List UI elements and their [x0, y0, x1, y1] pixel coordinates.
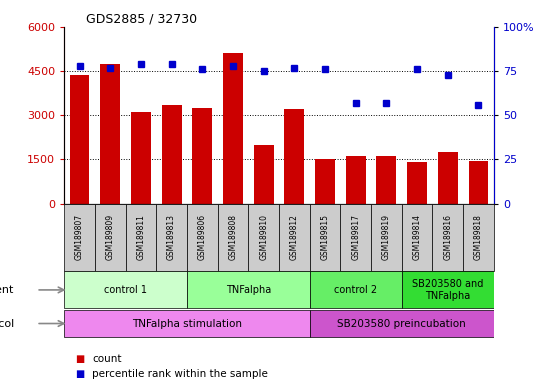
Text: count: count: [92, 354, 122, 364]
Text: ■: ■: [75, 354, 85, 364]
Bar: [64, 204, 95, 271]
Bar: [315, 159, 335, 204]
Text: GSM189816: GSM189816: [443, 214, 453, 260]
Text: GDS2885 / 32730: GDS2885 / 32730: [86, 13, 197, 26]
Bar: [463, 204, 494, 271]
Bar: [193, 108, 212, 204]
Text: protocol: protocol: [0, 318, 14, 329]
Text: GSM189812: GSM189812: [290, 214, 299, 260]
Text: TNFalpha stimulation: TNFalpha stimulation: [132, 318, 242, 329]
Text: GSM189811: GSM189811: [136, 214, 146, 260]
Bar: [377, 156, 396, 204]
Text: GSM189808: GSM189808: [228, 214, 238, 260]
Text: TNFalpha: TNFalpha: [225, 285, 271, 295]
Bar: [223, 53, 243, 204]
Text: GSM189809: GSM189809: [105, 214, 115, 260]
Text: GSM189810: GSM189810: [259, 214, 268, 260]
Bar: [279, 204, 310, 271]
Bar: [187, 204, 218, 271]
Text: GSM189814: GSM189814: [412, 214, 422, 260]
Bar: [254, 145, 273, 204]
Bar: [285, 109, 304, 204]
Bar: [131, 112, 151, 204]
Bar: [218, 204, 248, 271]
Bar: [310, 204, 340, 271]
Bar: [70, 76, 89, 204]
Bar: [438, 152, 458, 204]
Bar: [248, 204, 279, 271]
Bar: [156, 204, 187, 271]
Text: GSM189819: GSM189819: [382, 214, 391, 260]
Text: GSM189813: GSM189813: [167, 214, 176, 260]
Bar: [126, 204, 156, 271]
Text: GSM189815: GSM189815: [320, 214, 330, 260]
Text: percentile rank within the sample: percentile rank within the sample: [92, 369, 268, 379]
Text: control 1: control 1: [104, 285, 147, 295]
Bar: [64, 310, 310, 338]
Bar: [402, 204, 432, 271]
Bar: [310, 310, 494, 338]
Bar: [371, 204, 402, 271]
Text: GSM189807: GSM189807: [75, 214, 84, 260]
Bar: [64, 271, 187, 308]
Bar: [432, 204, 463, 271]
Bar: [469, 161, 488, 204]
Bar: [100, 64, 120, 204]
Text: GSM189817: GSM189817: [351, 214, 360, 260]
Bar: [340, 204, 371, 271]
Text: SB203580 and
TNFalpha: SB203580 and TNFalpha: [412, 279, 483, 301]
Text: agent: agent: [0, 285, 14, 295]
Text: GSM189818: GSM189818: [474, 214, 483, 260]
Text: control 2: control 2: [334, 285, 377, 295]
Text: ■: ■: [75, 369, 85, 379]
Bar: [310, 271, 402, 308]
Bar: [187, 271, 310, 308]
Bar: [407, 162, 427, 204]
Bar: [162, 105, 181, 204]
Text: SB203580 preincubation: SB203580 preincubation: [338, 318, 466, 329]
Bar: [346, 156, 365, 204]
Text: GSM189806: GSM189806: [198, 214, 207, 260]
Bar: [95, 204, 126, 271]
Bar: [402, 271, 494, 308]
